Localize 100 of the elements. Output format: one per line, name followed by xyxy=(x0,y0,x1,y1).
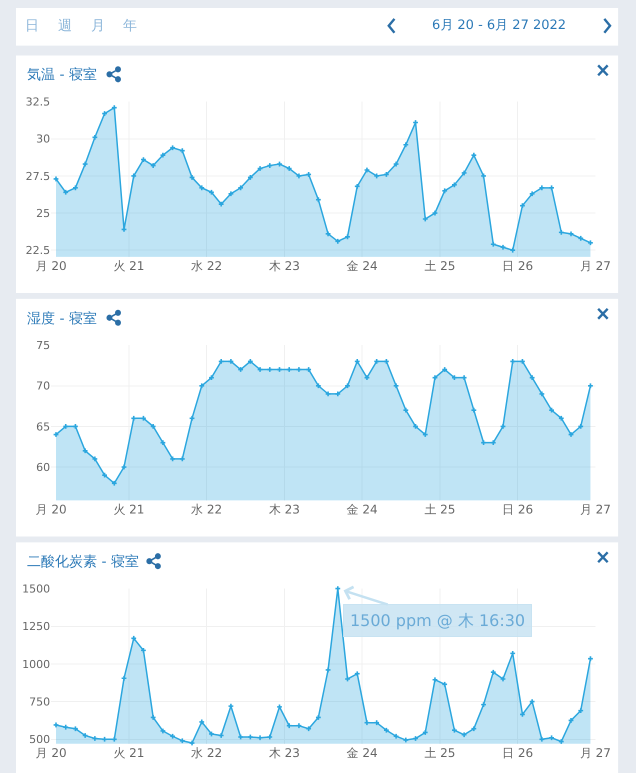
point xyxy=(442,367,448,372)
point xyxy=(316,383,321,388)
point xyxy=(190,740,194,746)
point xyxy=(228,191,234,196)
point xyxy=(432,210,438,216)
point xyxy=(530,191,535,196)
point xyxy=(588,383,593,388)
y-tick-label: 27.5 xyxy=(26,170,50,183)
point xyxy=(500,424,506,429)
y-tick-label: 30 xyxy=(36,132,50,146)
x-tick-label: 日 26 xyxy=(502,746,534,760)
x-tick-label: 月 20 xyxy=(36,258,67,273)
point xyxy=(102,472,107,478)
point xyxy=(73,185,78,190)
x-tick-label: 火 21 xyxy=(113,502,144,516)
text: 6月 20 - 6月 27 2022 xyxy=(432,18,566,33)
point xyxy=(150,424,156,429)
y-tick-label: 60 xyxy=(36,460,50,474)
point xyxy=(73,424,78,429)
point xyxy=(209,190,214,195)
point xyxy=(160,152,166,158)
point xyxy=(316,197,321,202)
y-tick-label: 500 xyxy=(29,733,50,746)
y-tick-label: 75 xyxy=(36,339,50,352)
x-tick-label: 木 23 xyxy=(268,258,300,273)
point xyxy=(209,375,214,380)
point xyxy=(462,732,467,738)
point xyxy=(530,699,535,704)
point xyxy=(394,162,398,166)
point xyxy=(335,392,340,396)
x-tick-label: 水 22 xyxy=(191,502,222,516)
point xyxy=(345,383,350,388)
point xyxy=(170,456,176,462)
x-tick-label: 月 27 xyxy=(580,746,611,760)
text: 日 xyxy=(25,18,39,34)
point xyxy=(238,185,244,190)
point xyxy=(296,723,302,728)
x-tick-label: 木 23 xyxy=(268,502,300,516)
point xyxy=(413,736,418,741)
point xyxy=(170,145,176,150)
point xyxy=(326,231,330,236)
point xyxy=(102,111,107,116)
point xyxy=(452,728,457,733)
annotation: 1500 ppm @ 木 16:30 xyxy=(350,611,526,630)
point xyxy=(92,134,98,140)
x-tick-label: 木 23 xyxy=(268,746,300,760)
point xyxy=(190,175,194,180)
point xyxy=(160,440,166,446)
point xyxy=(267,734,272,740)
point xyxy=(209,732,214,736)
x-tick-label: 火 21 xyxy=(113,258,144,273)
point xyxy=(170,734,176,739)
point xyxy=(131,174,136,178)
point xyxy=(549,408,554,413)
point xyxy=(345,676,350,682)
point xyxy=(296,367,302,372)
point xyxy=(238,734,244,740)
point xyxy=(520,359,525,364)
point xyxy=(267,163,272,168)
point xyxy=(345,234,350,240)
point xyxy=(199,720,204,724)
point xyxy=(549,185,554,190)
point xyxy=(54,176,58,182)
point xyxy=(102,736,107,742)
point xyxy=(160,728,166,734)
point xyxy=(326,392,330,396)
point xyxy=(452,182,457,188)
x-tick-label: 金 24 xyxy=(346,258,378,273)
x-tick-label: 月 20 xyxy=(36,746,67,760)
point xyxy=(296,174,302,178)
point xyxy=(277,162,282,166)
point xyxy=(122,676,126,681)
point xyxy=(462,375,467,380)
x-tick-label: 月 27 xyxy=(580,258,611,273)
point xyxy=(277,704,282,710)
point xyxy=(141,416,146,421)
point xyxy=(432,375,438,380)
point xyxy=(267,367,272,372)
point xyxy=(462,170,467,176)
point xyxy=(150,715,156,720)
y-tick-label: 32.5 xyxy=(26,96,50,109)
text: 週 xyxy=(58,18,72,34)
point xyxy=(384,172,389,177)
point xyxy=(82,162,88,166)
point xyxy=(248,734,253,740)
point xyxy=(394,383,398,388)
chart-title: 二酸化炭素 - 寝室 xyxy=(27,554,139,570)
point xyxy=(558,739,564,744)
point xyxy=(277,367,282,372)
point xyxy=(248,359,253,364)
x-tick-label: 水 22 xyxy=(191,746,222,760)
point xyxy=(394,734,398,739)
point xyxy=(520,712,525,717)
point xyxy=(306,726,312,732)
point xyxy=(54,722,58,728)
point xyxy=(354,359,360,364)
y-tick-label: 25 xyxy=(36,206,50,220)
point xyxy=(422,730,428,735)
point xyxy=(384,728,389,733)
y-tick-label: 1250 xyxy=(22,620,50,634)
